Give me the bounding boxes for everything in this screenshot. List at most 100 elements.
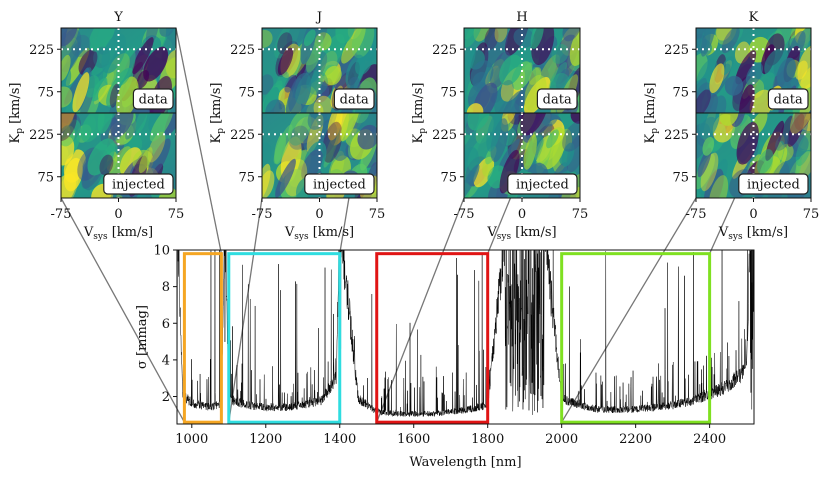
x-tick-label: -75 (51, 207, 72, 222)
x-tick-label: -75 (686, 207, 707, 222)
heatmap-H-injected: injected 75 225 (432, 112, 581, 199)
y-tick-label: 75 (238, 85, 255, 100)
panel-label-injected: injected (304, 173, 375, 195)
band-box-K (560, 252, 712, 424)
band-box-Y (182, 252, 223, 424)
y-tick-label: 75 (238, 170, 255, 185)
y-tick-label: 225 (432, 128, 457, 143)
y-tick-label: 225 (29, 128, 54, 143)
x-tick-label: 1800 (471, 432, 504, 447)
heatmap-J-data: data 75 225 (230, 27, 378, 114)
y-tick-label: 6 (162, 317, 170, 332)
label-box (103, 173, 174, 195)
y-tick-label: 225 (664, 43, 689, 58)
y-axis-label: σ [mmag] (135, 305, 150, 369)
label-box (738, 173, 809, 195)
x-tick-label: -75 (252, 207, 273, 222)
y-tick-label: 225 (230, 128, 255, 143)
y-axis-label: Kp [km/s] (411, 82, 428, 143)
panel-label-injected: injected (103, 173, 174, 195)
x-tick-label: 1600 (397, 432, 430, 447)
y-tick-label: 8 (162, 280, 170, 295)
band-box-J (227, 252, 342, 424)
x-tick-label: 75 (572, 207, 589, 222)
x-tick-label: 75 (168, 207, 185, 222)
label-box (132, 88, 174, 110)
x-tick-label: -75 (454, 207, 475, 222)
y-tick-label: 75 (37, 85, 54, 100)
x-axis-label: Vsys [km/s] (284, 225, 354, 242)
panel-title-Y: Y (113, 10, 123, 25)
x-axis-label: Wavelength [nm] (409, 455, 521, 470)
panel-label-data: data (767, 88, 809, 110)
label-box (333, 88, 375, 110)
panel-title-J: J (315, 10, 322, 25)
connector-left-Y (60, 197, 185, 423)
heatmap-Y-data: data 75 225 (29, 27, 177, 114)
y-axis-label: Kp [km/s] (643, 82, 660, 143)
noise-spectrum-chart: 1000 1200 1400 1600 1800 2000 2200 2400 2 4 6 8 10 Wa… (135, 244, 755, 470)
y-tick-label: 75 (440, 170, 457, 185)
x-tick-label: 75 (803, 207, 820, 222)
label-box (304, 173, 375, 195)
label-text: data (543, 93, 572, 108)
y-tick-label: 75 (672, 85, 689, 100)
y-tick-label: 4 (162, 353, 170, 368)
heatmap-K-data: data 75 225 (664, 27, 812, 114)
x-tick-label: 1000 (175, 432, 208, 447)
panel-label-injected: injected (507, 173, 578, 195)
panel-label-data: data (132, 88, 174, 110)
band-box-H (375, 252, 490, 424)
y-tick-label: 225 (230, 43, 255, 58)
label-text: data (139, 93, 168, 108)
x-tick-label: 1400 (323, 432, 356, 447)
panel-label-data: data (536, 88, 578, 110)
heatmap-J-injected: injected 75 225 (230, 112, 378, 199)
x-tick-label: 75 (369, 207, 386, 222)
heatmap-K-injected: injected 75 225 (664, 112, 812, 199)
y-tick-label: 225 (432, 43, 457, 58)
spectrum-frame (176, 249, 755, 425)
panel-title-K: K (749, 10, 759, 25)
y-tick-label: 75 (672, 170, 689, 185)
y-tick-label: 225 (664, 128, 689, 143)
x-axis-label: Vsys [km/s] (718, 225, 788, 242)
x-tick-label: 2200 (619, 432, 652, 447)
x-tick-label: 0 (749, 207, 757, 222)
label-text: data (340, 93, 369, 108)
sigma-series-line (177, 250, 754, 417)
label-text: injected (313, 178, 366, 193)
x-axis-label: Vsys [km/s] (83, 225, 153, 242)
y-tick-label: 225 (29, 43, 54, 58)
x-tick-label: 0 (315, 207, 323, 222)
y-tick-label: 10 (153, 244, 170, 259)
y-tick-label: 75 (440, 85, 457, 100)
connector-right-Y (175, 27, 223, 254)
panel-label-data: data (333, 88, 375, 110)
y-tick-label: 75 (37, 170, 54, 185)
connector-left-K (561, 197, 697, 423)
y-tick-label: 2 (162, 390, 170, 405)
plot-area (177, 250, 754, 417)
x-tick-label: 2000 (545, 432, 578, 447)
label-box (507, 173, 578, 195)
label-box (767, 88, 809, 110)
x-tick-label: 2400 (693, 432, 726, 447)
y-axis-label: Kp [km/s] (8, 82, 25, 143)
label-text: injected (516, 178, 569, 193)
y-axis-label: Kp [km/s] (209, 82, 226, 143)
label-text: injected (112, 178, 165, 193)
heatmap-H-data: data 75 225 (432, 27, 581, 114)
x-tick-label: 0 (114, 207, 122, 222)
x-tick-label: 0 (518, 207, 526, 222)
label-text: injected (747, 178, 800, 193)
label-text: data (774, 93, 803, 108)
panel-title-H: H (516, 10, 527, 25)
heatmap-Y-injected: injected 75 225 (29, 112, 177, 199)
x-tick-label: 1200 (249, 432, 282, 447)
